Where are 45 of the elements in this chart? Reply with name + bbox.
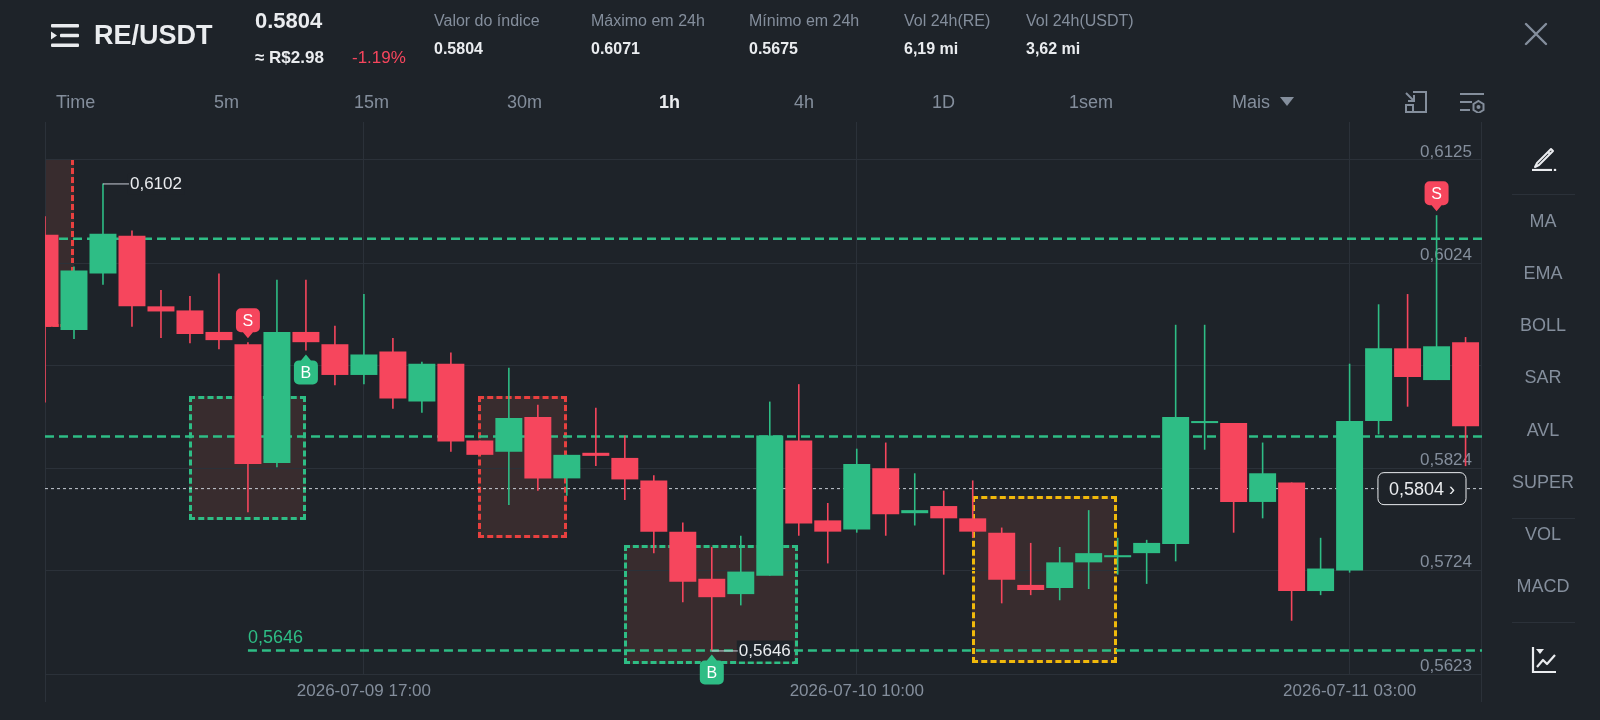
text: SAR: [1524, 366, 1562, 388]
annotation: S: [1431, 184, 1442, 202]
text: 4h: [794, 91, 815, 113]
annotation: 0,6102: [129, 174, 182, 194]
text: 5m: [214, 91, 240, 113]
text: 1h: [659, 91, 681, 113]
text: 0.5804: [434, 39, 483, 59]
text: Valor do índice: [434, 11, 540, 31]
text: AVL: [1526, 419, 1560, 441]
x-tick-label: 2026-07-09 17:00: [296, 680, 432, 700]
text: SUPER: [1511, 471, 1575, 493]
text: 3,62 mi: [1026, 39, 1081, 59]
text: EMA: [1523, 262, 1563, 284]
text: 0.5675: [749, 39, 798, 59]
chart-title: RE/USDT: [94, 20, 213, 52]
text: 15m: [354, 91, 390, 113]
text: 0.5804: [255, 8, 323, 34]
text: ≈ R$2.98: [255, 48, 324, 68]
annotation: S: [242, 311, 254, 329]
text: 30m: [507, 91, 543, 113]
text: Mais: [1232, 91, 1271, 113]
y-tick-label: 0,5724: [1420, 552, 1472, 572]
y-tick-label: 0,5623: [1420, 655, 1472, 675]
text: -1.19%: [352, 48, 406, 68]
text: BOLL: [1519, 314, 1567, 336]
text: VOL: [1524, 523, 1562, 545]
text: Máximo em 24h: [591, 11, 705, 31]
annotation: B: [300, 363, 312, 381]
text: 0.6071: [591, 39, 640, 59]
text: 1D: [932, 91, 956, 113]
text: Vol 24h(USDT): [1026, 11, 1134, 31]
text: 1sem: [1069, 91, 1114, 113]
text: Vol 24h(RE): [904, 11, 991, 31]
text: Mínimo em 24h: [749, 11, 860, 31]
text: Time: [56, 91, 96, 113]
text: MA: [1529, 210, 1557, 232]
ref-line-label: 0,5804 ›: [1388, 478, 1456, 499]
y-tick-label: 0,6125: [1420, 141, 1472, 161]
annotation: 0,5646: [738, 641, 791, 661]
annotation: B: [706, 663, 718, 681]
x-tick-label: 2026-07-10 10:00: [789, 680, 924, 700]
x-tick-label: 2026-07-11 03:00: [1283, 680, 1417, 700]
text: MACD: [1516, 575, 1570, 597]
text: 6,19 mi: [904, 39, 959, 59]
annotation: 0,5646: [247, 627, 303, 648]
